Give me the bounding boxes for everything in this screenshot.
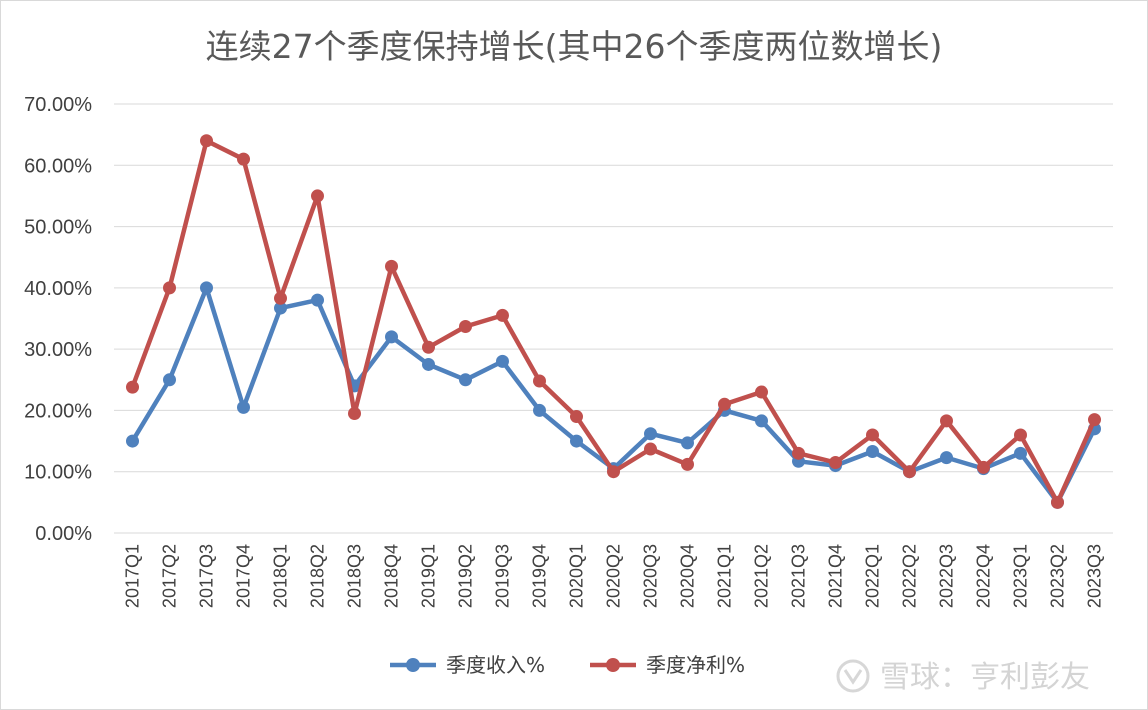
data-point <box>126 380 139 394</box>
data-point <box>940 451 953 465</box>
y-tick-label: 60.00% <box>24 155 92 177</box>
data-point <box>237 152 250 166</box>
data-point <box>348 406 361 420</box>
x-tick-label: 2023Q2 <box>1048 544 1068 608</box>
data-point <box>422 340 435 354</box>
data-point <box>1051 495 1064 509</box>
x-tick-label: 2017Q3 <box>197 544 217 608</box>
x-tick-label: 2021Q2 <box>752 544 772 608</box>
legend-swatch-marker <box>406 658 420 672</box>
x-tick-label: 2018Q3 <box>345 544 365 608</box>
data-point <box>792 446 805 460</box>
data-point <box>237 400 250 414</box>
snowball-logo-icon <box>836 659 870 693</box>
x-tick-label: 2017Q1 <box>123 544 143 608</box>
data-point <box>903 465 916 479</box>
x-tick-label: 2018Q4 <box>382 544 402 608</box>
data-point <box>385 330 398 344</box>
data-point <box>644 442 657 456</box>
x-tick-label: 2021Q4 <box>826 544 846 608</box>
y-tick-label: 20.00% <box>24 400 92 422</box>
x-tick-label: 2019Q1 <box>419 544 439 608</box>
data-point <box>200 281 213 295</box>
x-tick-label: 2022Q3 <box>937 544 957 608</box>
watermark: 雪球：亨利彭友 <box>836 659 1090 695</box>
legend-item: 季度净利% <box>590 653 745 677</box>
data-point <box>496 354 509 368</box>
data-point <box>126 434 139 448</box>
y-tick-label: 30.00% <box>24 339 92 361</box>
data-point <box>533 403 546 417</box>
x-tick-label: 2020Q1 <box>567 544 587 608</box>
y-tick-label: 50.00% <box>24 217 92 239</box>
x-tick-label: 2019Q2 <box>456 544 476 608</box>
data-point <box>200 134 213 148</box>
data-point <box>644 427 657 441</box>
legend-label: 季度收入% <box>446 653 545 677</box>
data-point <box>570 434 583 448</box>
data-point <box>533 374 546 388</box>
data-point <box>311 189 324 203</box>
y-tick-label: 70.00% <box>24 94 92 116</box>
watermark-text: 雪球：亨利彭友 <box>880 660 1090 695</box>
data-point <box>1014 446 1027 460</box>
x-tick-label: 2022Q2 <box>900 544 920 608</box>
data-point <box>866 444 879 458</box>
x-tick-label: 2023Q3 <box>1085 544 1105 608</box>
data-point <box>607 465 620 479</box>
chart-title: 连续27个季度保持增长(其中26个季度两位数增长) <box>206 27 943 66</box>
data-point <box>570 410 583 424</box>
series-2 <box>126 134 1101 509</box>
data-point <box>459 373 472 387</box>
data-point <box>1088 413 1101 427</box>
data-point <box>977 460 990 474</box>
legend-item: 季度收入% <box>390 653 545 677</box>
data-point <box>422 357 435 371</box>
x-tick-label: 2020Q2 <box>604 544 624 608</box>
data-point <box>755 414 768 428</box>
x-tick-label: 2018Q2 <box>308 544 328 608</box>
data-point <box>274 301 287 315</box>
legend-swatch-marker <box>606 658 620 672</box>
legend: 季度收入% 季度净利% <box>390 653 745 677</box>
x-tick-label: 2020Q4 <box>678 544 698 608</box>
x-tick-label: 2019Q4 <box>530 544 550 608</box>
x-tick-label: 2022Q4 <box>974 544 994 608</box>
data-point <box>829 456 842 470</box>
x-tick-label: 2020Q3 <box>641 544 661 608</box>
x-tick-label: 2023Q1 <box>1011 544 1031 608</box>
data-point <box>459 319 472 333</box>
y-tick-label: 0.00% <box>35 523 92 545</box>
x-tick-label: 2021Q1 <box>715 544 735 608</box>
x-tick-label: 2017Q4 <box>234 544 254 608</box>
data-point <box>681 436 694 450</box>
legend-label: 季度净利% <box>646 653 745 677</box>
data-point <box>385 259 398 273</box>
x-tick-label: 2021Q3 <box>789 544 809 608</box>
x-tick-label: 2022Q1 <box>863 544 883 608</box>
data-point <box>755 385 768 399</box>
data-point <box>163 373 176 387</box>
y-tick-label: 10.00% <box>24 462 92 484</box>
y-tick-label: 40.00% <box>24 278 92 300</box>
data-point <box>274 291 287 305</box>
data-point <box>681 457 694 471</box>
x-tick-label: 2018Q1 <box>271 544 291 608</box>
data-point <box>496 308 509 322</box>
data-point <box>163 281 176 295</box>
data-point <box>866 428 879 442</box>
data-point <box>1014 428 1027 442</box>
x-tick-label: 2019Q3 <box>493 544 513 608</box>
data-point <box>718 397 731 411</box>
data-point <box>940 414 953 428</box>
data-point <box>311 293 324 307</box>
x-tick-label: 2017Q2 <box>160 544 180 608</box>
